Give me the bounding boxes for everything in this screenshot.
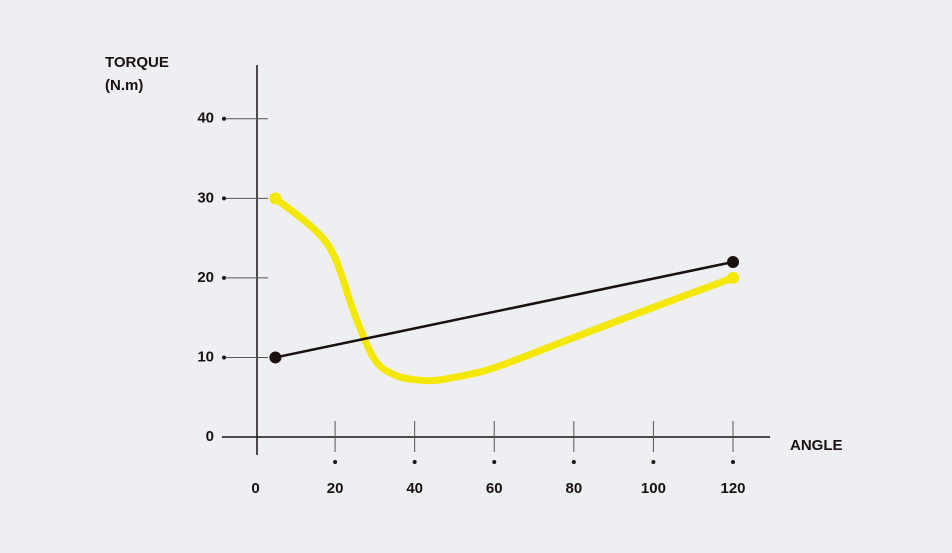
y-tick-dot bbox=[222, 355, 226, 360]
x-tick-dot bbox=[492, 460, 497, 464]
x-tick-dot bbox=[651, 460, 656, 464]
y-axis-label: TORQUE bbox=[105, 54, 169, 71]
series-marker bbox=[727, 255, 739, 268]
x-tick-dot bbox=[412, 460, 417, 464]
series-marker bbox=[727, 271, 739, 284]
y-tick-dot bbox=[222, 116, 226, 121]
x-axis-label: ANGLE bbox=[790, 437, 843, 454]
series-marker bbox=[269, 192, 282, 205]
x-tick-label: 120 bbox=[720, 480, 745, 497]
y-tick-label: 10 bbox=[197, 348, 214, 365]
y-tick-label: 20 bbox=[197, 269, 214, 286]
x-tick-label: 40 bbox=[406, 480, 423, 497]
y-tick-dot bbox=[222, 196, 226, 201]
y-tick-label: 0 bbox=[206, 428, 214, 445]
x-tick-label: 80 bbox=[565, 480, 582, 497]
y-axis-unit: (N.m) bbox=[105, 77, 143, 94]
x-tick-dot bbox=[731, 460, 735, 464]
series-line bbox=[274, 260, 735, 359]
y-tick-label: 40 bbox=[197, 110, 214, 127]
series-marker bbox=[269, 351, 282, 364]
x-tick-label: 60 bbox=[486, 480, 503, 497]
series-line bbox=[271, 194, 737, 385]
x-tick-label: 100 bbox=[641, 480, 666, 497]
x-tick-label: 0 bbox=[251, 480, 259, 497]
x-tick-label: 20 bbox=[327, 480, 344, 497]
x-tick-dot bbox=[333, 460, 338, 464]
x-tick-dot bbox=[571, 460, 576, 464]
y-tick-label: 30 bbox=[197, 189, 214, 206]
y-tick-dot bbox=[222, 275, 226, 280]
